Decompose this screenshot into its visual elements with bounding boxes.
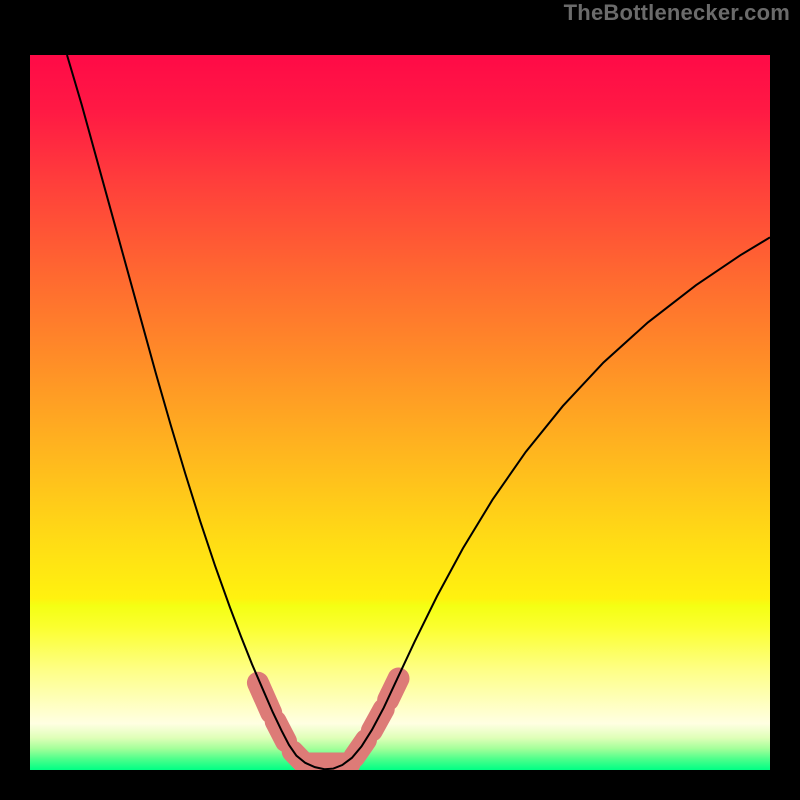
marker-segment xyxy=(258,683,271,713)
watermark-text: TheBottlenecker.com xyxy=(564,0,790,26)
gradient-background xyxy=(30,55,770,770)
bottleneck-curve-chart xyxy=(30,55,770,770)
plot-area xyxy=(30,55,770,770)
